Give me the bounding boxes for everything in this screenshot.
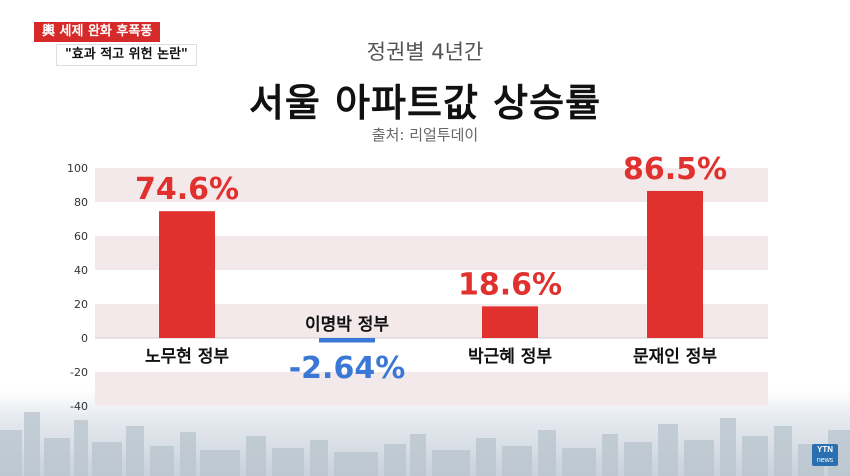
category-label: 문재인 정부 xyxy=(633,347,717,367)
bar xyxy=(482,306,538,338)
bar xyxy=(647,190,703,338)
y-tick-label: -20 xyxy=(70,366,88,379)
category-label: 박근혜 정부 xyxy=(468,347,552,367)
value-label: 74.6% xyxy=(135,172,239,207)
y-tick-label: 0 xyxy=(81,332,88,345)
chart-subtitle: 정권별 4년간 xyxy=(366,40,484,64)
value-label: -2.64% xyxy=(289,351,406,386)
headline-badge: 輿 세제 완화 후폭풍 xyxy=(34,22,161,42)
category-label: 노무현 정부 xyxy=(145,347,229,367)
value-label: 18.6% xyxy=(458,267,562,302)
y-tick-label: 80 xyxy=(74,196,88,209)
y-tick-label: 100 xyxy=(67,162,88,175)
chart-title: 서울 아파트값 상승률 xyxy=(248,81,602,125)
y-tick-label: -40 xyxy=(70,400,88,413)
category-label: 이명박 정부 xyxy=(305,315,389,335)
grid-band xyxy=(95,372,768,406)
value-label: 86.5% xyxy=(623,152,727,187)
bar xyxy=(319,338,375,343)
y-tick-label: 60 xyxy=(74,230,88,243)
ytn-news-logo: YTN news xyxy=(812,444,838,466)
y-tick-label: 40 xyxy=(74,264,88,277)
bar xyxy=(159,211,215,338)
y-tick-label: 20 xyxy=(74,298,88,311)
chart-source: 출처: 리얼투데이 xyxy=(371,126,479,144)
subheadline-badge: "효과 적고 위헌 논란" xyxy=(56,44,197,66)
